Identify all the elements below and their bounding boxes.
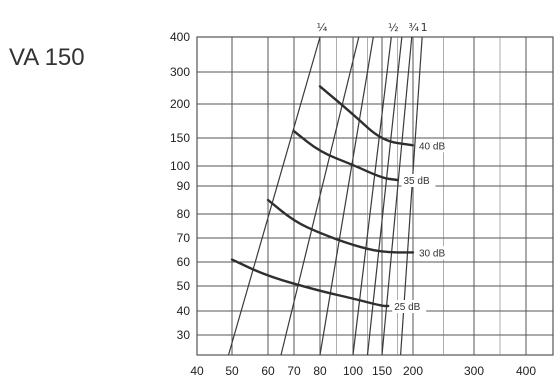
x-tick-label: 50 — [225, 364, 239, 378]
db-curve — [292, 130, 399, 182]
diagonal-line — [319, 36, 374, 356]
y-tick-label: 90 — [177, 179, 191, 193]
y-tick-label: 100 — [170, 159, 190, 173]
y-tick-label: 80 — [177, 207, 191, 221]
curve-label: 35 dB — [404, 176, 430, 187]
plot-frame — [196, 36, 554, 356]
x-tick-label: 80 — [313, 364, 327, 378]
x-tick-label: 300 — [464, 364, 484, 378]
diagonal-line — [352, 36, 392, 356]
y-tick-label: 200 — [170, 97, 190, 111]
y-tick-label: 30 — [177, 328, 191, 342]
y-tick-label: 70 — [177, 231, 191, 245]
x-tick-label: 100 — [343, 364, 363, 378]
x-tick-label: 40 — [190, 364, 204, 378]
x-tick-label: 150 — [372, 364, 392, 378]
curve-label-bg — [401, 174, 436, 187]
diagonal-label: ¼ — [317, 21, 328, 34]
curve-label: 40 dB — [419, 141, 445, 152]
curve-label: 30 dB — [419, 248, 445, 259]
curve-label-bg — [417, 139, 451, 153]
chart-labels: 400 300 200 150 100 90 80 70 60 50 40 30 40 50 60 70 80 1… — [170, 21, 536, 378]
curve-label-bg — [417, 246, 451, 260]
y-tick-label: 50 — [177, 279, 191, 293]
y-tick-label: 60 — [177, 255, 191, 269]
chart-grid — [196, 36, 554, 356]
curve-label-bg — [392, 300, 427, 313]
y-tick-label: 400 — [170, 30, 190, 44]
diagonal-line — [280, 36, 360, 356]
y-tick-label: 300 — [170, 65, 190, 79]
x-tick-label: 60 — [261, 364, 275, 378]
y-tick-label: 150 — [170, 131, 190, 145]
x-tick-label: 400 — [516, 364, 536, 378]
diagonal-label: 1 — [421, 21, 428, 34]
db-curve — [230, 258, 390, 308]
db-curves — [230, 85, 415, 308]
db-curve — [266, 198, 415, 254]
diagonal-lines — [227, 36, 423, 356]
diagonal-label: ½ — [388, 21, 399, 34]
y-tick-label: 40 — [177, 304, 191, 318]
db-curve — [318, 85, 415, 147]
diagonal-line — [227, 36, 321, 356]
diagonal-label: ¾ — [408, 21, 419, 34]
diagonal-line — [366, 36, 403, 356]
curve-label: 25 dB — [394, 302, 420, 313]
x-tick-label: 200 — [403, 364, 423, 378]
chart-title: VA 150 — [9, 44, 85, 71]
x-tick-label: 70 — [287, 364, 301, 378]
diagonal-line — [381, 36, 413, 356]
